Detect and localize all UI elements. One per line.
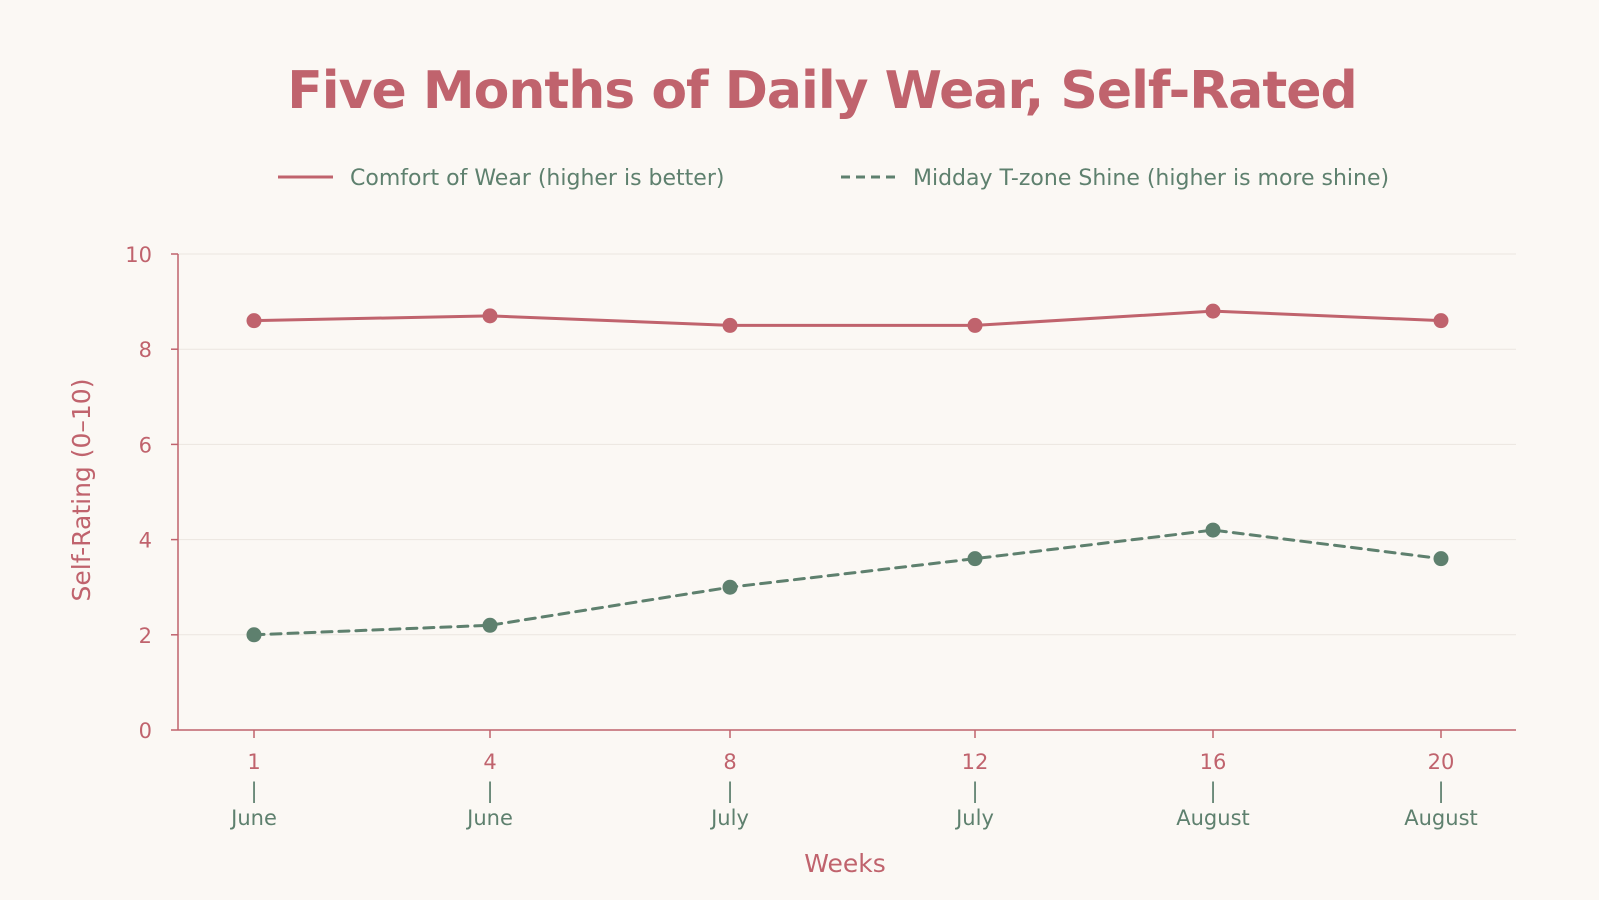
x-tick-separator: | <box>1437 779 1444 804</box>
data-point[interactable] <box>967 317 983 333</box>
data-point[interactable] <box>722 317 738 333</box>
series-line <box>252 309 1443 327</box>
data-point[interactable] <box>1205 522 1221 538</box>
data-point[interactable] <box>246 627 262 643</box>
series-shine <box>246 522 1449 643</box>
legend-label-comfort: Comfort of Wear (higher is better) <box>350 166 724 191</box>
x-tick-month: August <box>1176 806 1250 830</box>
x-tick-week: 4 <box>483 750 496 774</box>
data-point[interactable] <box>482 617 498 633</box>
x-tick-month: August <box>1404 806 1478 830</box>
y-tick-label: 10 <box>125 243 152 267</box>
x-tick-separator: | <box>726 779 733 804</box>
gridlines <box>178 253 1516 636</box>
y-tick-label: 2 <box>139 624 152 648</box>
x-axis-label: Weeks <box>804 849 886 878</box>
y-tick-label: 0 <box>139 719 152 743</box>
legend-item-shine: Midday T-zone Shine (higher is more shin… <box>841 166 1389 191</box>
chart-title: Five Months of Daily Wear, Self-Rated <box>287 61 1356 121</box>
x-tick-month: June <box>465 806 513 830</box>
series-line <box>252 528 1443 637</box>
x-tick-week: 20 <box>1428 750 1455 774</box>
y-tick-label: 6 <box>139 433 152 457</box>
axes <box>177 254 1516 731</box>
x-tick-month: July <box>709 806 749 830</box>
x-tick-week: 1 <box>247 750 260 774</box>
data-point[interactable] <box>246 313 262 329</box>
x-axis-ticks: 1|June4|June8|July12|July16|August20|Aug… <box>229 730 1478 830</box>
x-tick-week: 16 <box>1200 750 1227 774</box>
x-tick-week: 12 <box>962 750 989 774</box>
x-tick-separator: | <box>971 779 978 804</box>
y-tick-label: 8 <box>139 338 152 362</box>
legend-item-comfort: Comfort of Wear (higher is better) <box>278 166 724 191</box>
x-tick-week: 8 <box>723 750 736 774</box>
data-point[interactable] <box>1433 313 1449 329</box>
data-point[interactable] <box>482 308 498 324</box>
legend: Comfort of Wear (higher is better) Midda… <box>278 166 1389 191</box>
legend-label-shine: Midday T-zone Shine (higher is more shin… <box>913 166 1389 191</box>
y-tick-label: 4 <box>139 529 152 553</box>
x-tick-separator: | <box>486 779 493 804</box>
data-point[interactable] <box>1205 303 1221 319</box>
data-point[interactable] <box>722 579 738 595</box>
data-point[interactable] <box>1433 551 1449 567</box>
y-axis-label: Self-Rating (0–10) <box>67 379 96 602</box>
x-tick-month: June <box>229 806 277 830</box>
data-point[interactable] <box>967 551 983 567</box>
x-tick-separator: | <box>250 779 257 804</box>
y-axis-ticks: 0 2 4 6 8 10 <box>125 243 178 743</box>
x-tick-separator: | <box>1209 779 1216 804</box>
series <box>246 303 1449 643</box>
series-comfort <box>246 303 1449 333</box>
x-tick-month: July <box>954 806 994 830</box>
